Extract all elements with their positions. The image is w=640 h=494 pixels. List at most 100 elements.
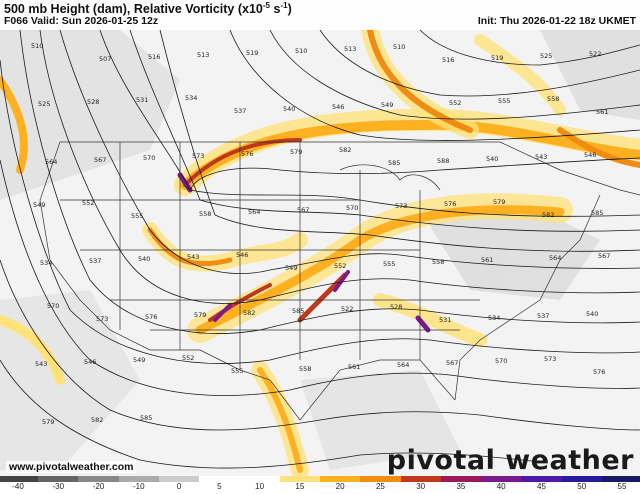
contour-label: 519 <box>246 49 258 57</box>
contour-label: 549 <box>285 264 297 272</box>
political-borders <box>39 141 640 421</box>
contour-label: 573 <box>192 152 204 160</box>
colorbar-segment <box>521 476 562 482</box>
colorbar-segment <box>158 476 200 482</box>
contour-label: 537 <box>89 257 101 265</box>
contour-label: 582 <box>91 416 103 424</box>
colorbar-strip <box>0 476 640 482</box>
positive-vorticity-shading <box>0 21 640 476</box>
colorbar-tick-label: 15 <box>295 482 305 491</box>
contour-label: 558 <box>432 258 444 266</box>
contour-label: 567 <box>297 206 309 214</box>
title-close: ) <box>287 2 292 17</box>
contour-label: 570 <box>495 357 507 365</box>
contour-label: 564 <box>397 361 409 369</box>
contour-label: 585 <box>292 307 304 315</box>
contour-label: 510 <box>393 43 405 51</box>
title-unit-exponent: -1 <box>280 1 288 10</box>
contour-label: 576 <box>593 368 605 376</box>
colorbar-segment <box>78 476 119 482</box>
contour-label: 549 <box>33 201 45 209</box>
contour-label: 525 <box>38 100 50 108</box>
contour-label: 522 <box>589 50 601 58</box>
contour-label: 573 <box>544 355 556 363</box>
contour-label: 579 <box>194 311 206 319</box>
contour-label: 528 <box>87 98 99 106</box>
contour-label: 567 <box>94 156 106 164</box>
website-credit: www.pivotalweather.com <box>6 461 137 473</box>
contour-label: 561 <box>596 108 608 116</box>
map-header: 500 mb Height (dam), Relative Vorticity … <box>0 0 640 30</box>
colorbar-tick-label: -20 <box>92 482 105 491</box>
contour-label: 510 <box>295 47 307 55</box>
contour-label: 570 <box>346 204 358 212</box>
colorbar-segment <box>118 476 159 482</box>
contour-label: 546 <box>332 103 344 111</box>
colorbar-segment <box>38 476 79 482</box>
title-unit: s <box>270 2 281 17</box>
map-title: 500 mb Height (dam), Relative Vorticity … <box>4 1 292 16</box>
colorbar-segment <box>0 476 39 482</box>
colorbar-segment <box>561 476 602 482</box>
contour-label: 576 <box>444 200 456 208</box>
contour-label: 546 <box>84 358 96 366</box>
contour-labels: 510 507 516 513 519 510 513 510 516 519 525 522 525 5… <box>31 42 610 426</box>
contour-label: 585 <box>140 414 152 422</box>
colorbar-tick-label: 10 <box>255 482 265 491</box>
colorbar-tick-label: 45 <box>537 482 546 491</box>
contour-label: 567 <box>598 252 610 260</box>
contour-label: 531 <box>136 96 148 104</box>
contour-label: 534 <box>185 94 197 102</box>
colorbar-tick-label: 40 <box>496 482 506 491</box>
colorbar-tick-label: 25 <box>375 482 385 491</box>
colorbar-tick-label: 5 <box>217 482 222 491</box>
colorbar-segment <box>320 476 361 482</box>
contour-label: 573 <box>395 202 407 210</box>
contour-label: 543 <box>535 153 547 161</box>
contour-label: 522 <box>341 305 353 313</box>
contour-label: 552 <box>82 199 94 207</box>
contour-label: 567 <box>446 359 458 367</box>
contour-label: 561 <box>481 256 493 264</box>
contour-label: 552 <box>182 354 194 362</box>
contour-label: 579 <box>493 198 505 206</box>
contour-label: 564 <box>549 254 561 262</box>
contour-label: 579 <box>42 418 54 426</box>
contour-label: 570 <box>47 302 59 310</box>
colorbar-segment <box>400 476 441 482</box>
vorticity-colorbar: -40 -30 -20 -10 0 5 10 15 20 25 30 35 40 45 50 55 <box>0 476 640 494</box>
contour-label: 588 <box>437 157 449 165</box>
contour-label: 561 <box>348 363 360 371</box>
contour-label: 507 <box>99 55 111 63</box>
contour-label: 582 <box>243 309 255 317</box>
contour-label: 585 <box>591 209 603 217</box>
init-time: Init: Thu 2026-01-22 18z UKMET <box>477 15 636 27</box>
contour-label: 552 <box>449 99 461 107</box>
brand-logo-text: pivotal weather <box>386 445 634 476</box>
contour-label: 540 <box>138 255 150 263</box>
contour-label: 546 <box>236 251 248 259</box>
contour-label: 555 <box>383 260 395 268</box>
contour-label: 516 <box>148 53 160 61</box>
colorbar-tick-label: -10 <box>133 482 145 491</box>
contour-label: 585 <box>388 159 400 167</box>
vorticity-height-map: 510 507 516 513 519 510 513 510 516 519 525 522 525 5… <box>0 21 640 476</box>
contour-label: 582 <box>339 146 351 154</box>
contour-label: 576 <box>145 313 157 321</box>
contour-label: 564 <box>248 208 260 216</box>
colorbar-segment <box>360 476 401 482</box>
colorbar-tick-label: 35 <box>456 482 466 491</box>
contour-label: 513 <box>197 51 209 59</box>
contour-label: 543 <box>187 253 199 261</box>
contour-label: 540 <box>586 310 598 318</box>
contour-label: 546 <box>584 151 596 159</box>
contour-label: 555 <box>131 212 143 220</box>
contour-label: 573 <box>96 315 108 323</box>
contour-label: 579 <box>290 148 302 156</box>
contour-label: 537 <box>537 312 549 320</box>
colorbar-tick-label: 50 <box>577 482 587 491</box>
colorbar-segment <box>239 476 280 482</box>
contour-label: 549 <box>381 101 393 109</box>
contour-label: 534 <box>40 259 52 267</box>
